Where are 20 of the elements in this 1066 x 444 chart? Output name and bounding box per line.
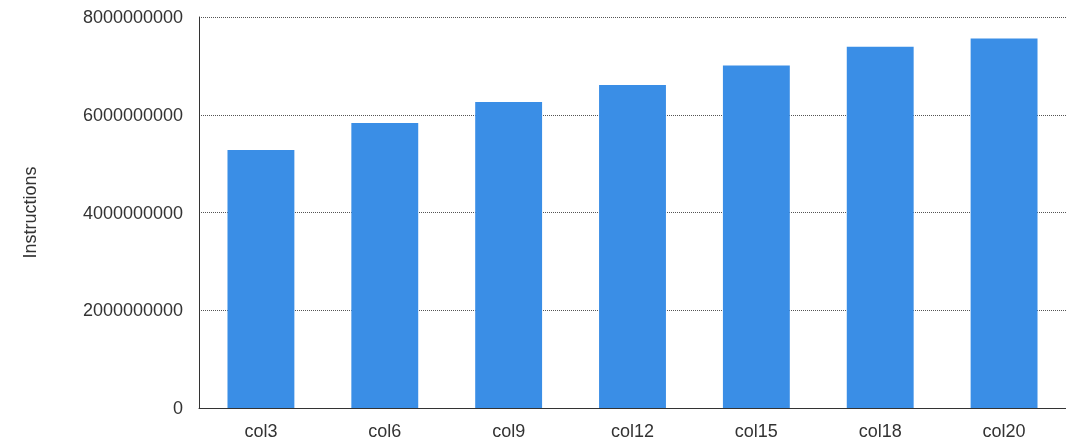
bar bbox=[227, 149, 295, 408]
bar bbox=[722, 65, 790, 408]
bar bbox=[846, 46, 914, 408]
x-tick-label: col9 bbox=[492, 421, 526, 441]
x-tick-label: col6 bbox=[368, 421, 402, 441]
y-tick-label: 6000000000 bbox=[82, 104, 183, 125]
y-axis-title: Instructions bbox=[20, 166, 40, 259]
x-tick-label: col20 bbox=[982, 421, 1026, 441]
bar bbox=[475, 102, 543, 408]
bar bbox=[970, 38, 1038, 408]
y-tick-label: 2000000000 bbox=[82, 300, 183, 321]
y-tick-label: 0 bbox=[172, 398, 183, 418]
x-tick-label: col3 bbox=[244, 421, 278, 441]
y-tick-label: 8000000000 bbox=[82, 7, 183, 27]
bar bbox=[599, 84, 666, 408]
bar bbox=[351, 123, 419, 408]
x-tick-label: col15 bbox=[734, 421, 778, 441]
y-tick-label: 4000000000 bbox=[82, 202, 183, 223]
x-tick-label: col12 bbox=[610, 421, 655, 441]
x-tick-label: col18 bbox=[858, 421, 902, 441]
